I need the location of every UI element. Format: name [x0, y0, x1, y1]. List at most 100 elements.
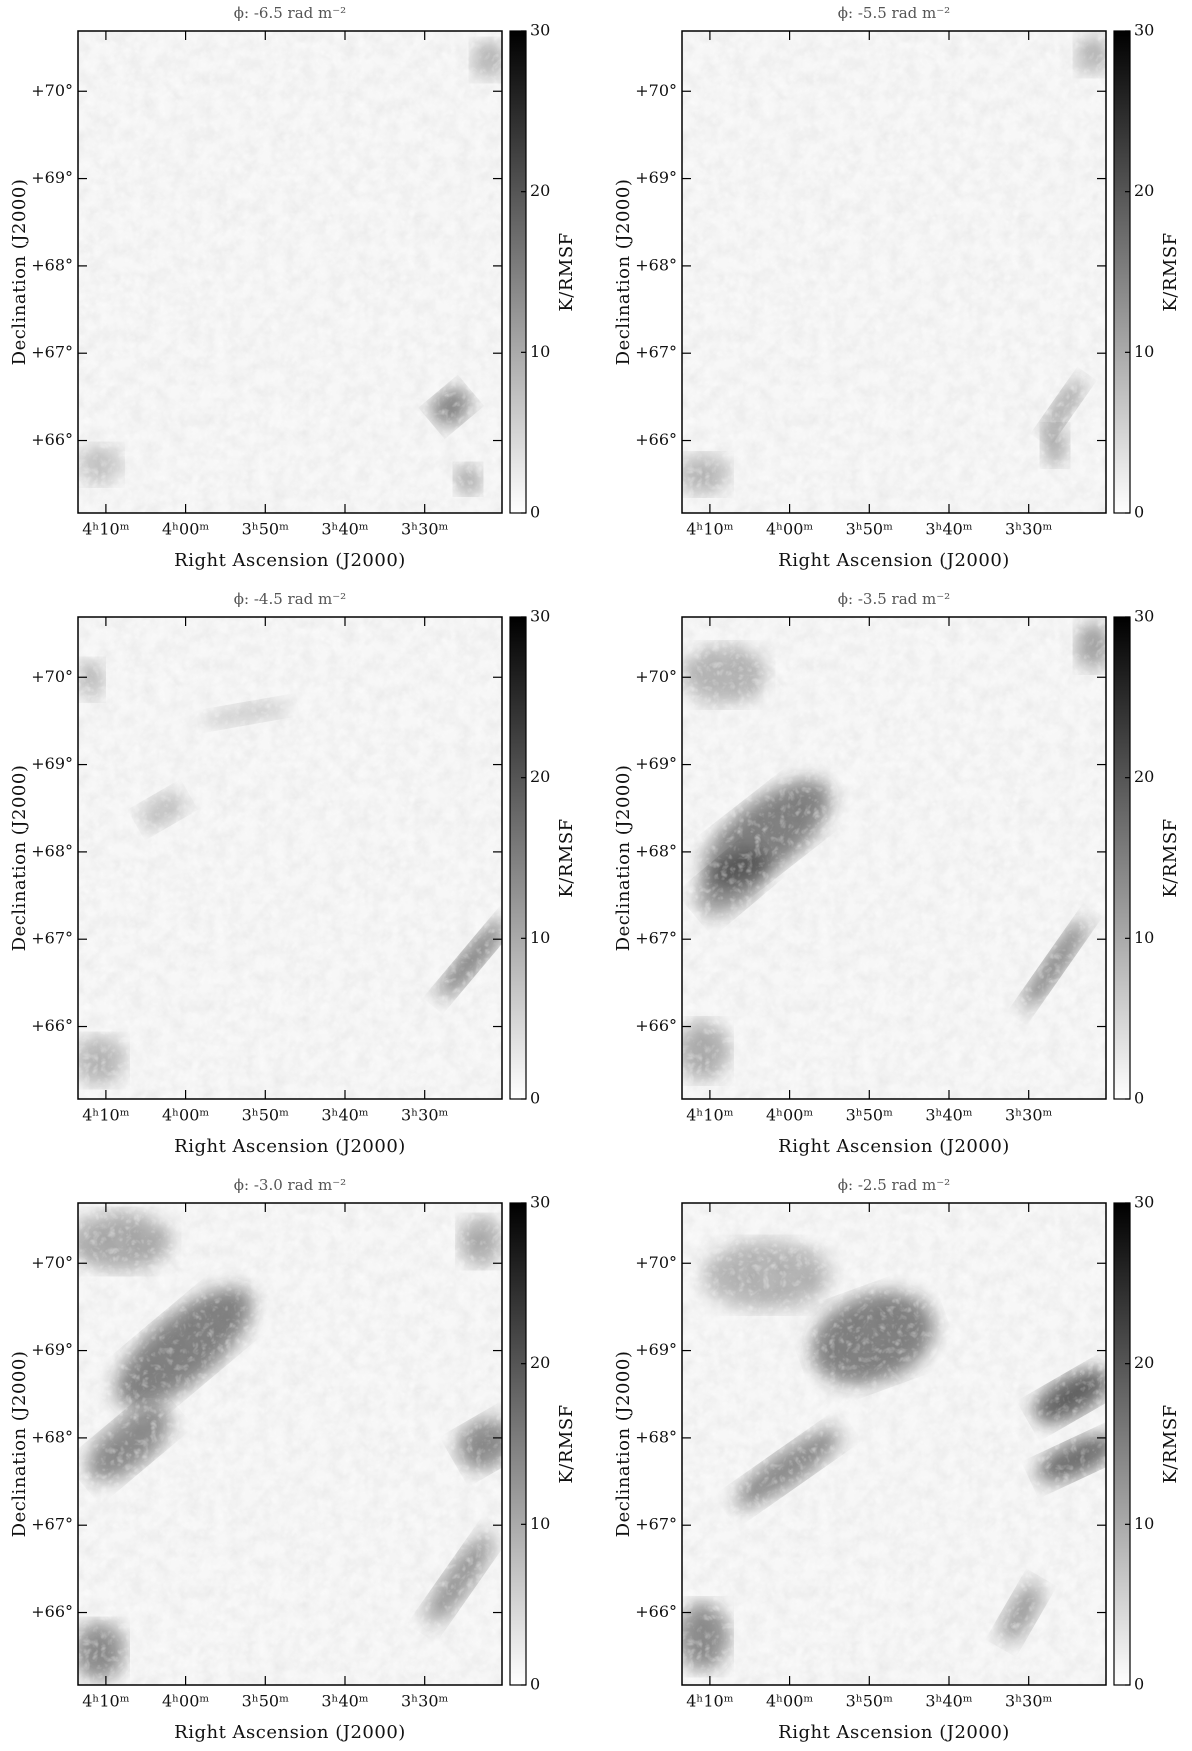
y-axis-label: Declination (J2000) — [9, 765, 30, 952]
grain — [682, 31, 1106, 513]
y-tick-label: +67° — [31, 343, 73, 362]
colorbar-tick-label: 0 — [530, 1675, 540, 1694]
panel-title: ϕ: -5.5 rad m⁻² — [838, 4, 950, 22]
colorbar-tick-label: 30 — [530, 21, 550, 40]
grain — [78, 31, 502, 513]
x-tick-label: 3ʰ30ᵐ — [1005, 1692, 1052, 1711]
colorbar-tick-label: 10 — [1134, 928, 1154, 947]
sky-image — [78, 1203, 502, 1685]
colorbar-tick-label: 20 — [1134, 1353, 1154, 1372]
panel: ϕ: -2.5 rad m⁻² 4ʰ10ᵐ 4ʰ00ᵐ 3ʰ50ᵐ 3ʰ40ᵐ 3ʰ30ᵐ… — [613, 1176, 1181, 1743]
x-tick-label: 3ʰ50ᵐ — [846, 1106, 893, 1125]
x-tick-label: 4ʰ10ᵐ — [686, 520, 733, 539]
y-tick-label: +67° — [635, 929, 677, 948]
y-tick-label: +66° — [31, 1602, 73, 1621]
y-tick-label: +68° — [31, 1427, 73, 1446]
y-tick-label: +66° — [635, 430, 677, 449]
x-axis-label: Right Ascension (J2000) — [174, 550, 406, 571]
axes-frame — [681, 30, 1107, 514]
colorbar-tick-label: 20 — [1134, 767, 1154, 786]
x-tick-label: 4ʰ10ᵐ — [686, 1692, 733, 1711]
colorbar-tick-label: 10 — [530, 928, 550, 947]
colorbar-tick-label: 20 — [530, 181, 550, 200]
y-tick-label: +66° — [635, 1016, 677, 1035]
colorbar-label: K/RMSF — [556, 818, 577, 897]
panel-title: ϕ: -3.5 rad m⁻² — [838, 590, 950, 608]
x-tick-label: 4ʰ00ᵐ — [766, 520, 813, 539]
x-tick-label: 3ʰ40ᵐ — [925, 1106, 972, 1125]
x-tick-label: 3ʰ50ᵐ — [242, 520, 289, 539]
colorbar-label: K/RMSF — [1160, 1404, 1181, 1483]
colorbar — [509, 616, 527, 1100]
grain — [78, 1203, 502, 1685]
x-tick-label: 3ʰ50ᵐ — [846, 1692, 893, 1711]
panel-title: ϕ: -4.5 rad m⁻² — [234, 590, 346, 608]
y-tick-label: +66° — [31, 1016, 73, 1035]
y-tick-label: +67° — [31, 929, 73, 948]
sky-image — [682, 1203, 1106, 1685]
y-tick-label: +68° — [31, 841, 73, 860]
x-tick-label: 4ʰ00ᵐ — [162, 1692, 209, 1711]
y-tick-label: +66° — [31, 430, 73, 449]
y-tick-label: +69° — [635, 1340, 677, 1359]
y-tick-label: +70° — [31, 667, 73, 686]
y-tick-label: +68° — [31, 255, 73, 274]
colorbar-tick-label: 0 — [530, 1089, 540, 1108]
colorbar-label: K/RMSF — [1160, 232, 1181, 311]
x-tick-label: 4ʰ10ᵐ — [686, 1106, 733, 1125]
y-axis-label: Declination (J2000) — [613, 765, 634, 952]
panel: ϕ: -4.5 rad m⁻² 4ʰ10ᵐ 4ʰ00ᵐ 3ʰ50ᵐ 3ʰ40ᵐ 3ʰ30ᵐ… — [9, 590, 577, 1157]
y-tick-label: +69° — [31, 168, 73, 187]
colorbar-tick-label: 30 — [530, 1193, 550, 1212]
grain — [682, 617, 1106, 1099]
axes-frame — [77, 616, 503, 1100]
y-tick-label: +70° — [635, 1253, 677, 1272]
axes-frame — [77, 30, 503, 514]
y-tick-label: +68° — [635, 841, 677, 860]
y-tick-label: +69° — [31, 1340, 73, 1359]
x-tick-label: 3ʰ40ᵐ — [925, 520, 972, 539]
panel-title: ϕ: -3.0 rad m⁻² — [234, 1176, 346, 1194]
panel: ϕ: -6.5 rad m⁻² 4ʰ10ᵐ 4ʰ00ᵐ 3ʰ50ᵐ 3ʰ40ᵐ 3ʰ30ᵐ… — [9, 4, 577, 571]
colorbar-tick-label: 20 — [530, 767, 550, 786]
colorbar-tick-label: 0 — [530, 503, 540, 522]
panel-title: ϕ: -2.5 rad m⁻² — [838, 1176, 950, 1194]
x-tick-label: 3ʰ50ᵐ — [846, 520, 893, 539]
y-tick-label: +67° — [635, 1515, 677, 1534]
x-tick-label: 3ʰ40ᵐ — [925, 1692, 972, 1711]
x-tick-label: 3ʰ40ᵐ — [321, 1692, 368, 1711]
panel: ϕ: -5.5 rad m⁻² 4ʰ10ᵐ 4ʰ00ᵐ 3ʰ50ᵐ 3ʰ40ᵐ 3ʰ30ᵐ… — [613, 4, 1181, 571]
x-tick-label: 3ʰ50ᵐ — [242, 1692, 289, 1711]
x-axis-label: Right Ascension (J2000) — [778, 1136, 1010, 1157]
y-axis-label: Declination (J2000) — [9, 179, 30, 366]
colorbar-label: K/RMSF — [556, 232, 577, 311]
y-tick-label: +66° — [635, 1602, 677, 1621]
y-tick-label: +69° — [635, 754, 677, 773]
colorbar-tick-label: 30 — [1134, 21, 1154, 40]
axes-frame — [681, 1202, 1107, 1686]
x-tick-label: 3ʰ30ᵐ — [1005, 520, 1052, 539]
x-tick-label: 3ʰ30ᵐ — [401, 1106, 448, 1125]
y-tick-label: +68° — [635, 255, 677, 274]
x-tick-label: 3ʰ30ᵐ — [401, 1692, 448, 1711]
x-tick-label: 3ʰ40ᵐ — [321, 520, 368, 539]
y-tick-label: +69° — [31, 754, 73, 773]
y-tick-label: +68° — [635, 1427, 677, 1446]
x-tick-label: 3ʰ30ᵐ — [401, 520, 448, 539]
y-tick-label: +70° — [31, 1253, 73, 1272]
panel-title: ϕ: -6.5 rad m⁻² — [234, 4, 346, 22]
y-tick-label: +70° — [635, 667, 677, 686]
y-axis-label: Declination (J2000) — [613, 179, 634, 366]
colorbar-tick-label: 0 — [1134, 1089, 1144, 1108]
colorbar-tick-label: 0 — [1134, 503, 1144, 522]
y-tick-label: +67° — [635, 343, 677, 362]
x-axis-label: Right Ascension (J2000) — [778, 1722, 1010, 1743]
y-axis-label: Declination (J2000) — [9, 1351, 30, 1538]
x-tick-label: 4ʰ00ᵐ — [766, 1106, 813, 1125]
y-tick-label: +69° — [635, 168, 677, 187]
x-axis-label: Right Ascension (J2000) — [778, 550, 1010, 571]
x-tick-label: 4ʰ00ᵐ — [162, 1106, 209, 1125]
colorbar-tick-label: 20 — [1134, 181, 1154, 200]
